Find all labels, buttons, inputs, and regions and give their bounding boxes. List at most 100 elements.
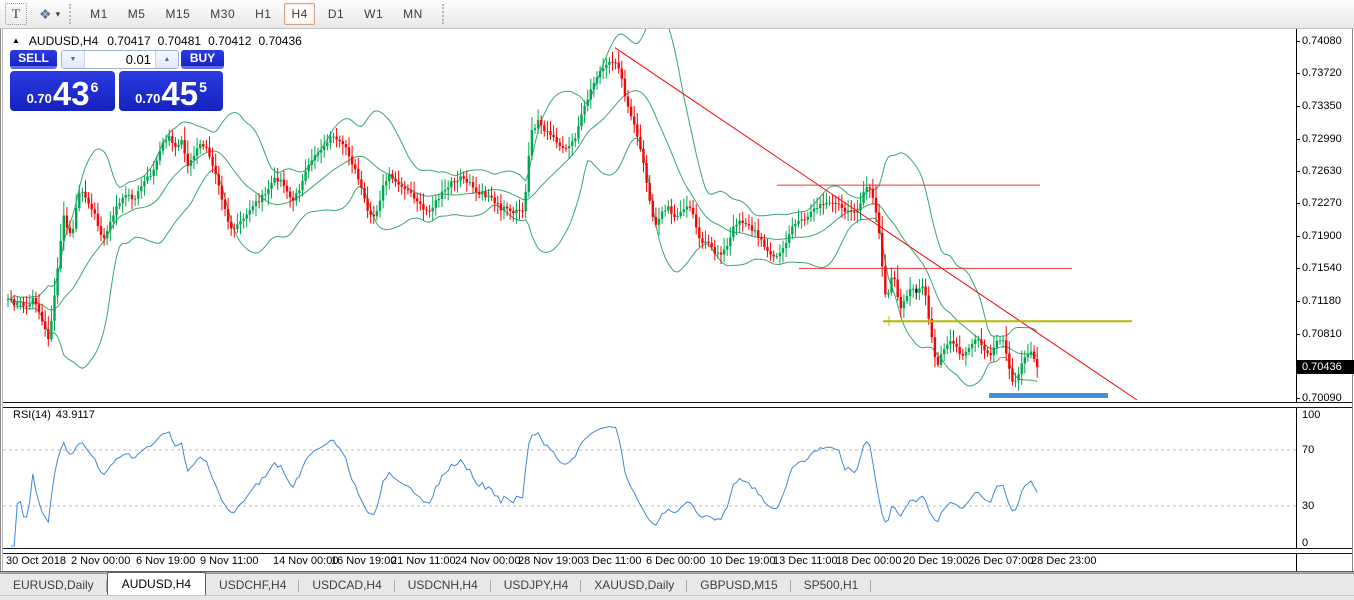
chart-tab-eurusd-daily[interactable]: EURUSD,Daily xyxy=(0,575,107,596)
candle-body xyxy=(986,350,989,354)
candle-body xyxy=(713,247,716,254)
pane-separator-main-rsi[interactable] xyxy=(3,402,1352,408)
timeframe-button-m5[interactable]: M5 xyxy=(127,7,146,21)
lot-increase-button[interactable]: ▲ xyxy=(155,51,178,68)
buy-price-button[interactable]: 0.70 45 5 xyxy=(119,71,223,111)
candle-body xyxy=(391,173,394,179)
candle-body xyxy=(735,224,738,227)
candle-body xyxy=(183,140,186,154)
sell-price-big: 43 xyxy=(52,75,90,112)
bollinger-band-line xyxy=(8,29,1038,338)
candle-body xyxy=(1032,351,1036,359)
chart-tab-xauusd-daily[interactable]: XAUUSD,Daily xyxy=(581,575,688,596)
price-scale-border xyxy=(1296,29,1297,571)
chart-symbol-label: AUDUSD,H4 xyxy=(28,34,99,48)
candle-body xyxy=(403,186,406,190)
one-click-collapse-arrow-icon[interactable]: ▲ xyxy=(12,35,20,45)
candle-body xyxy=(158,150,162,161)
pane-separator-rsi-time[interactable] xyxy=(3,548,1352,554)
time-scale-label: 24 Nov 00:00 xyxy=(455,555,521,567)
chart-tab-usdcad-h4[interactable]: USDCAD,H4 xyxy=(299,575,395,596)
timeframe-button-d1[interactable]: D1 xyxy=(327,7,345,21)
candle-body xyxy=(983,345,986,351)
chart-tab-audusd-h4[interactable]: AUDUSD,H4 xyxy=(106,572,207,596)
candle-body xyxy=(171,136,174,143)
candle-body xyxy=(456,180,459,183)
rsi-chart-area[interactable] xyxy=(3,405,1296,548)
chart-tab-gbpusd-m15[interactable]: GBPUSD,M15 xyxy=(687,575,791,596)
text-label-tool-button[interactable]: T xyxy=(5,3,27,25)
chart-tab-usdcnh-h4[interactable]: USDCNH,H4 xyxy=(395,575,491,596)
candle-body xyxy=(837,203,840,205)
price-scale-tick xyxy=(1296,203,1300,205)
candle-body xyxy=(279,179,282,182)
candle-body xyxy=(1001,340,1005,342)
lot-decrease-button[interactable]: ▼ xyxy=(62,51,85,68)
candle-body xyxy=(784,242,788,249)
chart-tab-sp500-h1[interactable]: SP500,H1 xyxy=(791,575,872,596)
price-scale-label: 0.72630 xyxy=(1302,164,1342,177)
time-scale[interactable]: 30 Oct 2018 2 Nov 00:00 6 Nov 19:00 9 Nov 1… xyxy=(3,551,1296,571)
candle-body xyxy=(261,194,264,203)
candle-body xyxy=(747,223,751,226)
candle-body xyxy=(530,129,534,156)
candle-body xyxy=(877,212,881,234)
tile-windows-icon[interactable]: ❖ xyxy=(39,5,52,22)
candle-body xyxy=(893,277,896,280)
candle-body xyxy=(939,354,943,365)
candle-body xyxy=(220,185,224,200)
main-chart-area[interactable] xyxy=(3,29,1296,402)
buy-price-prefix: 0.70 xyxy=(135,91,161,106)
window-border-bottom xyxy=(0,571,1354,573)
candle-body xyxy=(453,181,456,183)
candle-body xyxy=(726,246,729,250)
timeframe-button-mn[interactable]: MN xyxy=(403,7,423,21)
chevron-down-icon: ▼ xyxy=(69,56,77,63)
candle-body xyxy=(657,218,661,225)
candle-body xyxy=(363,187,366,199)
sell-button[interactable]: SELL xyxy=(10,50,57,69)
chart-tab-usdchf-h4[interactable]: USDCHF,H4 xyxy=(206,575,300,596)
candle-body xyxy=(388,173,391,182)
candle-body xyxy=(478,191,481,195)
candle-body xyxy=(862,191,865,204)
chart-tab-usdjpy-h4[interactable]: USDJPY,H4 xyxy=(491,575,582,596)
timeframe-button-m1[interactable]: M1 xyxy=(90,7,108,21)
candle-body xyxy=(248,210,251,215)
window-border xyxy=(1352,29,1353,572)
timeframe-button-h4[interactable]: H4 xyxy=(284,3,315,25)
sell-price-button[interactable]: 0.70 43 6 xyxy=(10,71,115,111)
timeframe-button-w1[interactable]: W1 xyxy=(364,7,384,21)
candle-body xyxy=(56,268,59,296)
rsi-scale-label: 70 xyxy=(1302,444,1315,456)
rsi-scale-label: 0 xyxy=(1302,537,1309,549)
candle-body xyxy=(515,209,518,214)
candle-body xyxy=(127,194,131,196)
candle-body xyxy=(791,226,794,235)
candle-body xyxy=(930,318,933,338)
candle-body xyxy=(825,202,828,205)
candle-body xyxy=(397,181,400,185)
candle-body xyxy=(168,136,171,141)
candle-body xyxy=(28,304,31,307)
trendline-object[interactable] xyxy=(614,47,1138,401)
candle-body xyxy=(6,299,10,301)
timeframe-button-m30[interactable]: M30 xyxy=(210,7,236,21)
lot-size-value[interactable]: 0.01 xyxy=(85,51,155,68)
candle-body xyxy=(292,197,295,201)
candle-body xyxy=(927,295,930,319)
candle-body xyxy=(211,156,214,166)
candle-body xyxy=(307,164,310,172)
tab-separator xyxy=(393,580,395,592)
dropdown-caret-icon[interactable]: ▾ xyxy=(55,8,61,19)
timeframe-button-h1[interactable]: H1 xyxy=(255,7,272,21)
candle-body xyxy=(62,215,65,241)
timeframe-button-m15[interactable]: M15 xyxy=(165,7,191,21)
candle-body xyxy=(192,155,196,161)
candle-body xyxy=(372,214,375,217)
buy-button[interactable]: BUY xyxy=(181,50,224,69)
candle-body xyxy=(496,203,499,205)
candle-body xyxy=(443,189,447,192)
candle-body xyxy=(611,61,614,63)
candle-body xyxy=(902,301,906,309)
